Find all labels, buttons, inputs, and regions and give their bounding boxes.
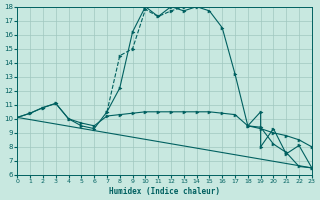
- X-axis label: Humidex (Indice chaleur): Humidex (Indice chaleur): [109, 187, 220, 196]
